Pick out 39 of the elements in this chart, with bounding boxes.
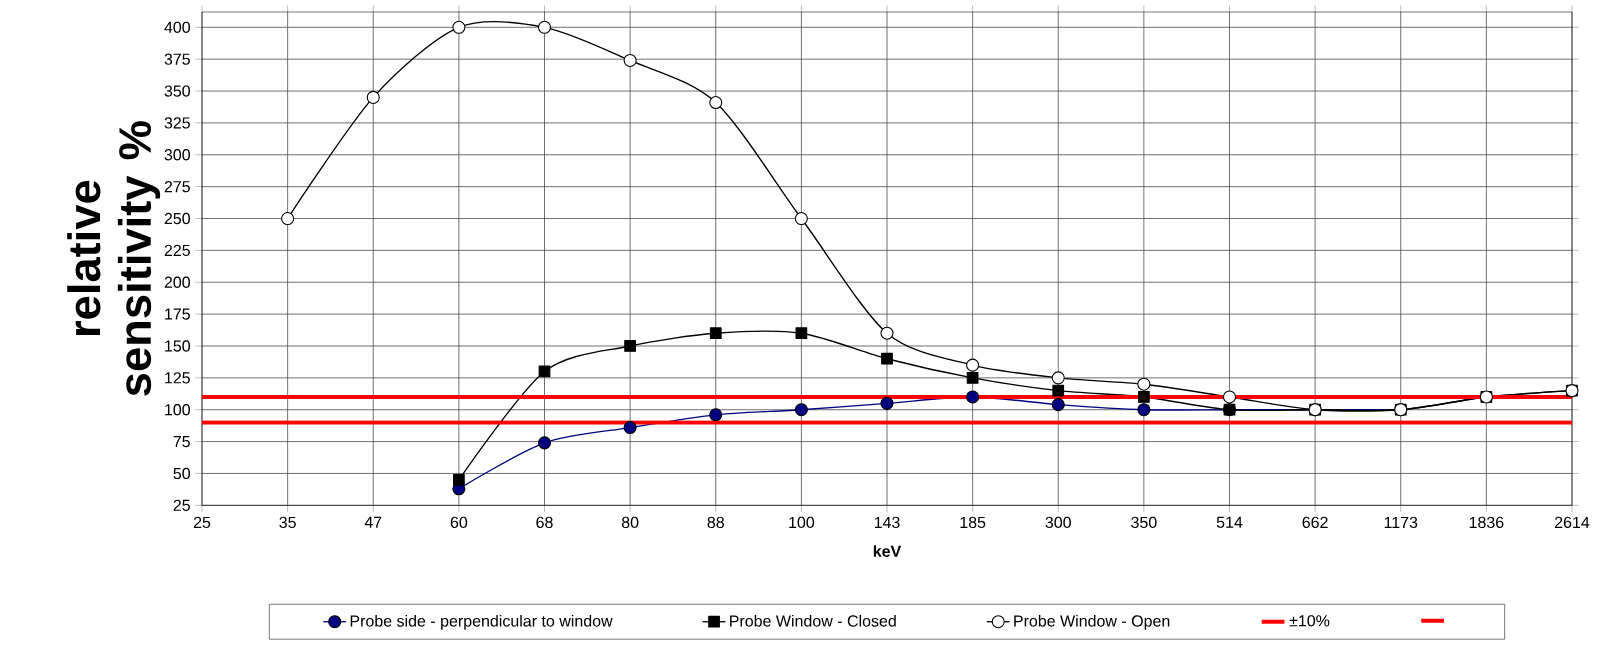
y-tick-label: 325 [164,117,190,129]
y-tick-label: 375 [164,53,190,65]
y-axis-title: relative sensitivity % [67,121,161,396]
y-tick-label: 250 [164,212,191,225]
x-tick-label: 47 [364,516,382,528]
x-tick-label: 185 [960,516,986,528]
y-tick-label: 225 [164,244,190,256]
legend-label: Probe Window - Closed [730,614,896,627]
x-tick-label: 100 [789,516,815,528]
y-tick-label: 400 [164,21,191,33]
x-tick-label: 143 [874,516,900,528]
x-tick-label: 68 [536,516,553,528]
y-tick-label: 175 [165,308,190,320]
y-tick-label: 200 [164,276,191,288]
x-tick-label: 514 [1216,516,1243,528]
x-tick-label: 300 [1045,516,1071,528]
y-tick-label: 100 [165,403,191,416]
x-tick-label: 88 [707,516,724,528]
y-tick-label: 300 [164,148,191,161]
x-tick-label: 60 [450,516,468,528]
x-tick-label: 25 [193,516,211,528]
y-tick-label: 275 [164,180,190,193]
x-tick-label: 662 [1302,516,1328,528]
y-tick-label: 125 [165,372,190,384]
x-axis-title: keV [873,545,902,557]
y-tick-label: 350 [164,85,191,97]
y-tick-label: 150 [165,340,191,352]
x-tick-label: 2614 [1554,516,1590,528]
x-tick-label: 80 [621,516,639,528]
x-tick-label: 350 [1131,516,1157,528]
legend-label: Probe side - perpendicular to window [350,614,613,630]
y-tick-label: 50 [173,467,191,479]
x-tick-label: 1836 [1469,516,1504,528]
y-tick-label: 25 [173,499,190,511]
y-tick-label: 75 [173,435,190,448]
legend-label: ±10% [1289,614,1330,627]
legend-label: Probe Window - Open [1014,614,1170,630]
x-tick-label: 1173 [1384,516,1418,528]
x-tick-label: 35 [279,516,296,528]
